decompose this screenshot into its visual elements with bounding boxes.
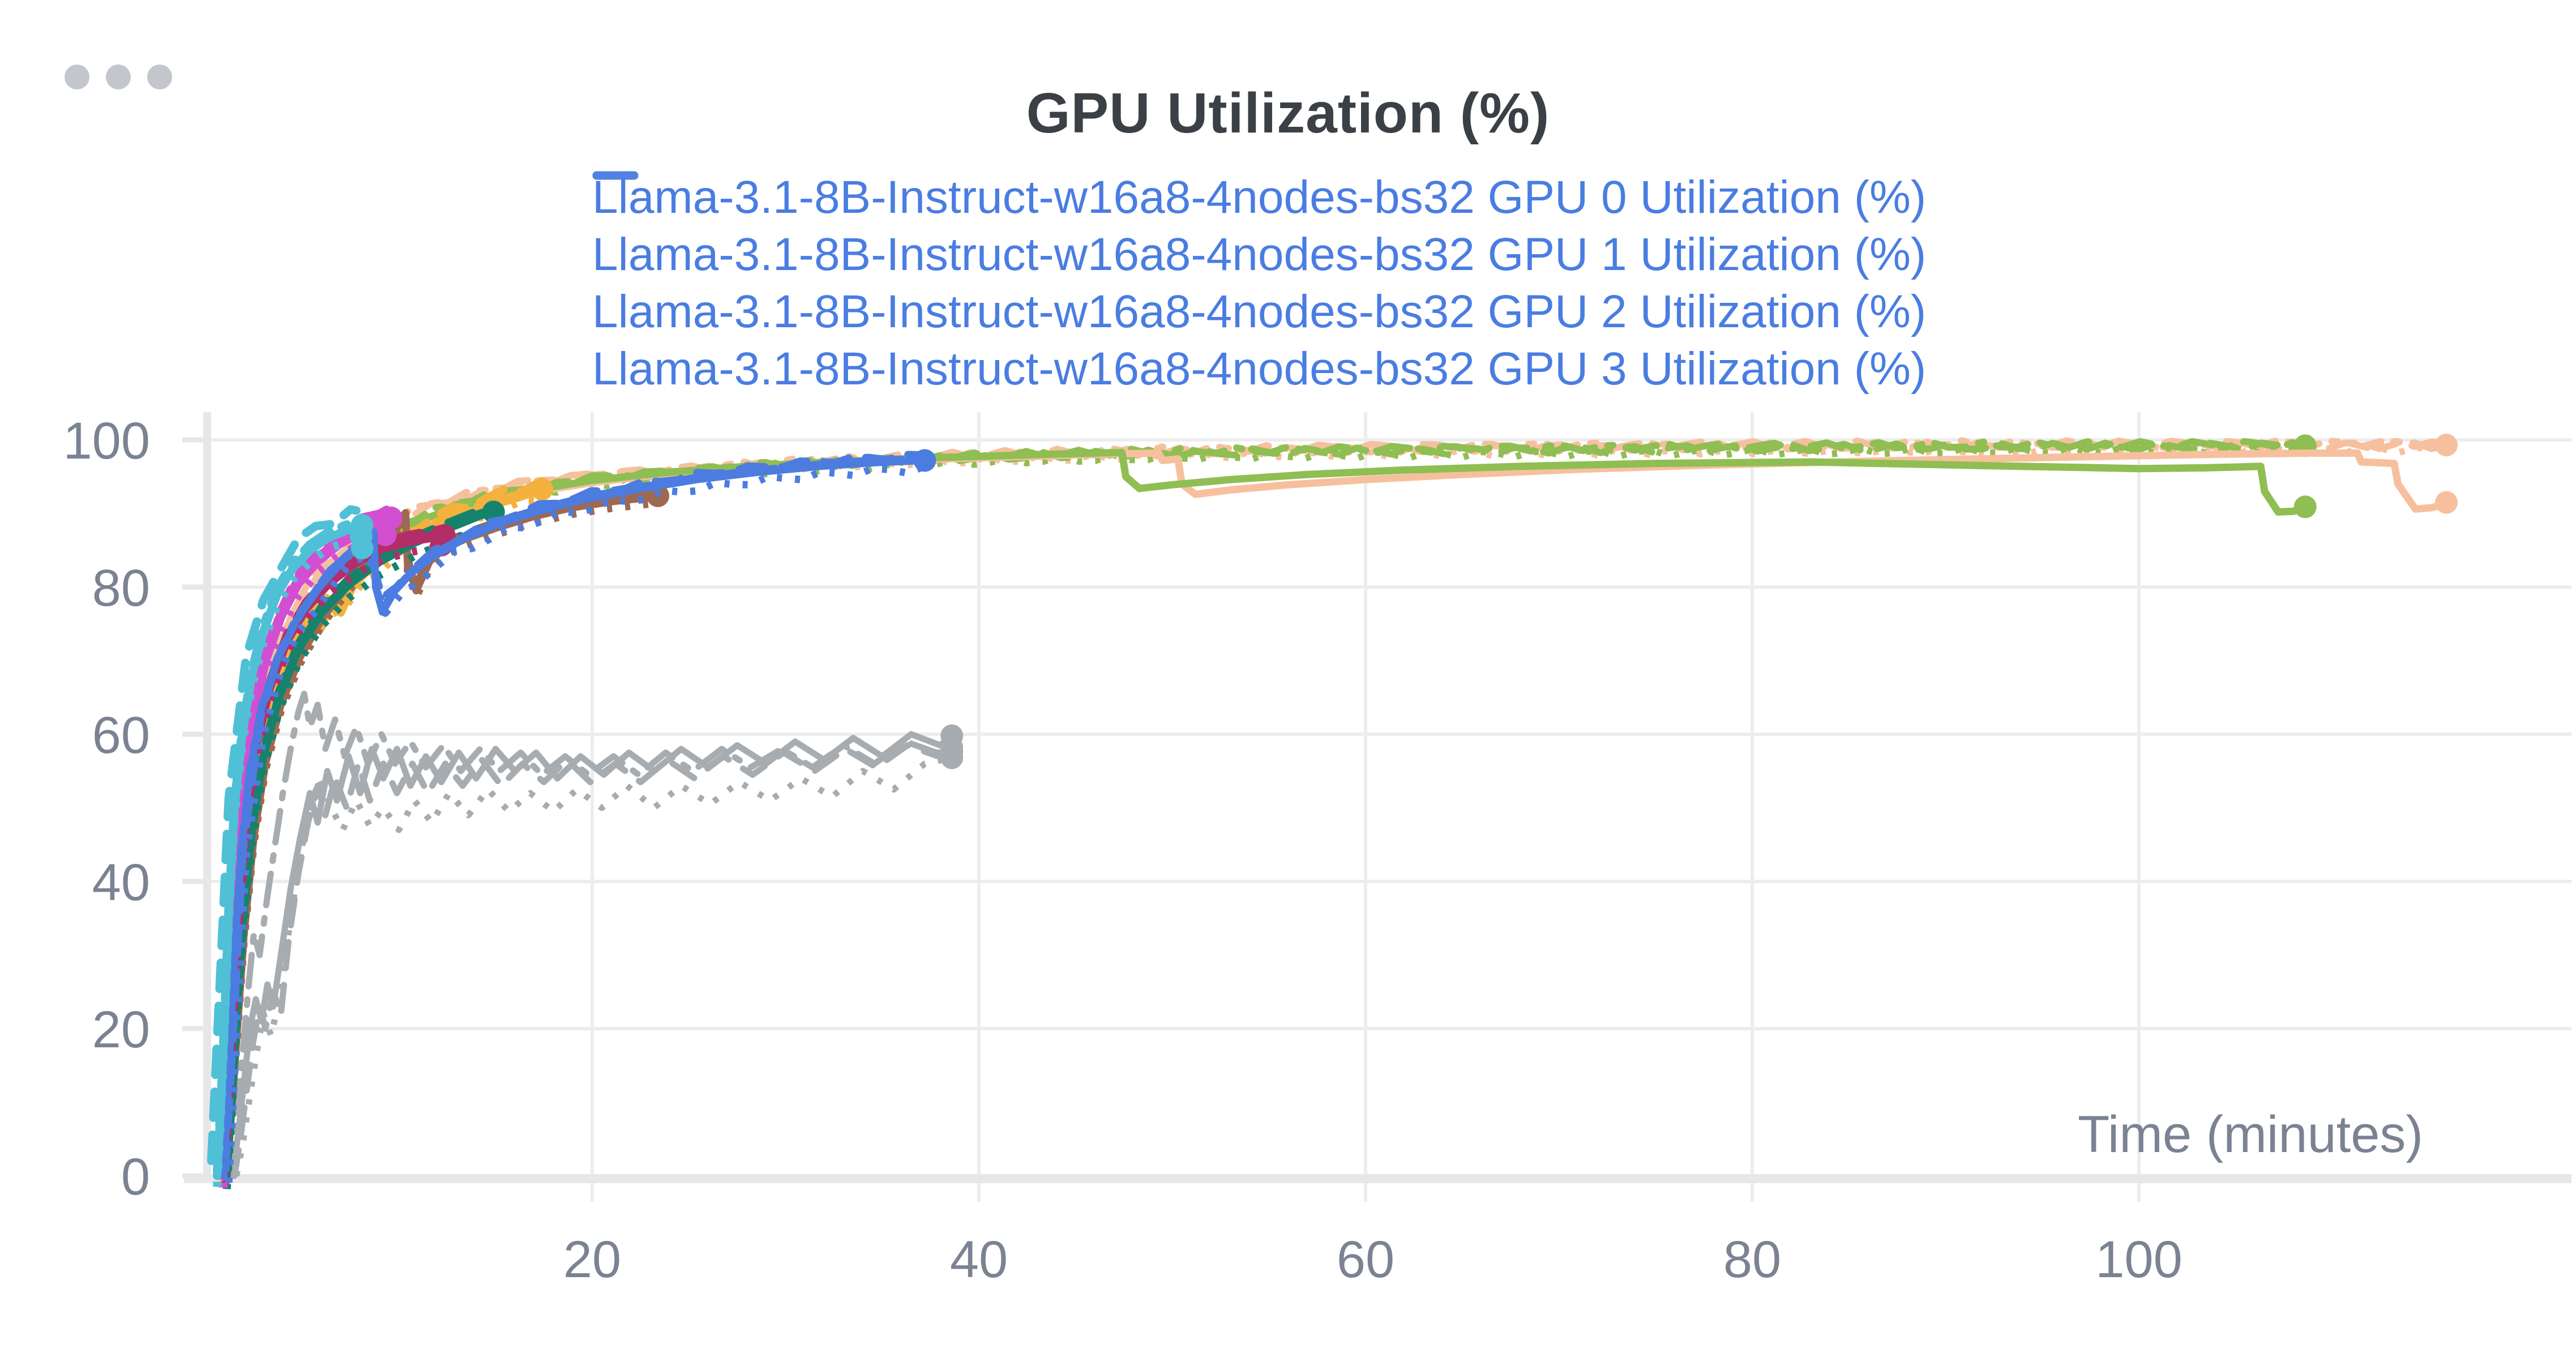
x-tick-label: 100	[2095, 1231, 2183, 1288]
y-tick-label: 80	[92, 559, 150, 617]
series-cyan-endpoint-dot	[350, 537, 374, 560]
series-green-top-dashed	[222, 439, 2309, 1181]
dashdot-line-marker-icon	[592, 171, 639, 180]
series-peach-top-dashdot	[219, 437, 2450, 1179]
series-blue-endpoint-dot	[913, 449, 936, 472]
series-gray-gpu3-dashdot	[228, 691, 955, 1179]
legend-item-gpu-3[interactable]: Llama-3.1-8B-Instruct-w16a8-4nodes-bs32 …	[592, 171, 1927, 397]
legend-item-gpu-1[interactable]: Llama-3.1-8B-Instruct-w16a8-4nodes-bs32 …	[592, 171, 1927, 283]
x-axis-label: Time (minutes)	[2078, 1106, 2423, 1163]
series-peach-top-dotted	[219, 443, 2447, 1183]
series-peach-solid-endpoint-dot	[2435, 491, 2458, 514]
series-peach-solid-solid	[217, 449, 2450, 1180]
series-blue-dashdot	[220, 455, 928, 1178]
legend: Llama-3.1-8B-Instruct-w16a8-4nodes-bs32 …	[592, 169, 1926, 397]
series-cyan-dashed	[207, 505, 361, 1165]
series-amber-endpoint-dot	[530, 478, 554, 501]
series-peach-top-dashed	[219, 438, 2450, 1176]
legend-item-label: Llama-3.1-8B-Instruct-w16a8-4nodes-bs32 …	[592, 285, 1927, 337]
series-magenta-endpoint-dot	[374, 523, 397, 546]
legend-item-gpu-0[interactable]: Llama-3.1-8B-Instruct-w16a8-4nodes-bs32 …	[592, 169, 1926, 226]
x-tick-label: 80	[1723, 1231, 1781, 1288]
series-green-solid-endpoint-dot	[2293, 495, 2317, 519]
series-peach-top-endpoint-dot	[2435, 434, 2458, 457]
series-green-top-dashdot	[222, 438, 2309, 1174]
legend-item-label: Llama-3.1-8B-Instruct-w16a8-4nodes-bs32 …	[592, 228, 1927, 280]
window-controls	[65, 65, 172, 89]
series-green-solid-solid	[221, 448, 2309, 1180]
y-tick-label: 20	[92, 1001, 150, 1059]
series-cyan-dashdot	[213, 515, 367, 1175]
y-tick-label: 100	[63, 412, 151, 470]
x-tick-label: 20	[563, 1231, 621, 1288]
series-green-top-dotted	[222, 443, 2306, 1182]
legend-item-gpu-2[interactable]: Llama-3.1-8B-Instruct-w16a8-4nodes-bs32 …	[592, 171, 1927, 340]
window-dot-3[interactable]	[147, 65, 172, 89]
legend-item-label: Llama-3.1-8B-Instruct-w16a8-4nodes-bs32 …	[592, 171, 1927, 223]
legend-item-label: Llama-3.1-8B-Instruct-w16a8-4nodes-bs32 …	[592, 342, 1927, 395]
series-teal-dashdot	[222, 506, 498, 1178]
series-teal-dashed	[222, 502, 498, 1174]
series-gray-gpu3-endpoint-dot	[940, 740, 964, 764]
y-tick-label: 0	[121, 1148, 150, 1206]
y-tick-label: 40	[92, 854, 150, 911]
chart-title: GPU Utilization (%)	[1026, 82, 1550, 145]
window-dot-2[interactable]	[106, 65, 131, 89]
y-tick-label: 60	[92, 707, 150, 764]
x-tick-label: 60	[1337, 1231, 1394, 1288]
series-gray-gpu2-dotted	[233, 755, 953, 1177]
window-dot-1[interactable]	[65, 65, 89, 89]
series-gray-gpu1-dashed	[231, 742, 955, 1179]
x-tick-label: 40	[950, 1231, 1008, 1288]
